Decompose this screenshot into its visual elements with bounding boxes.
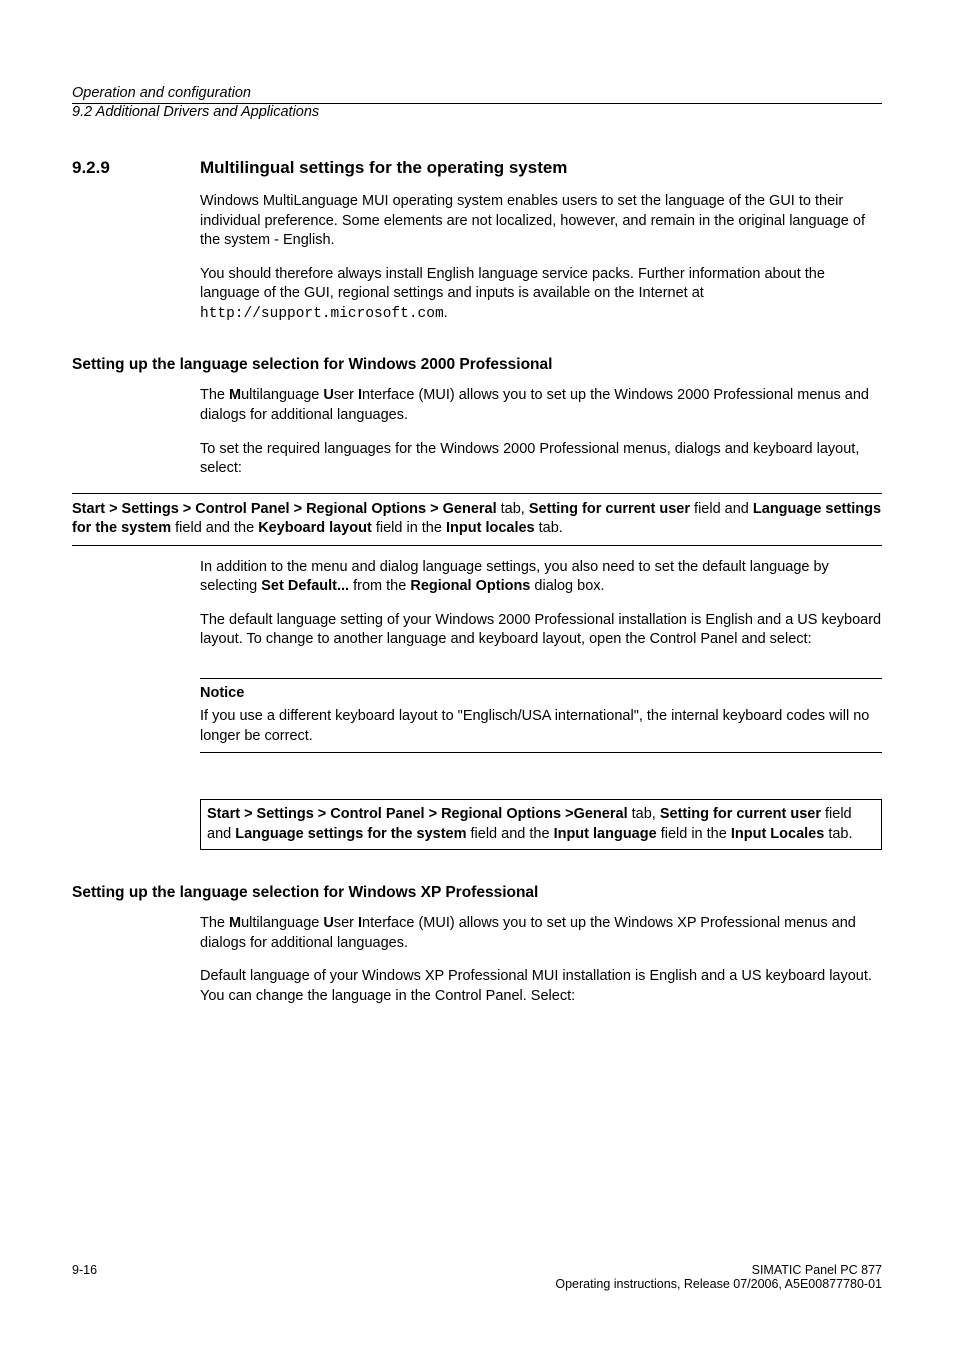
- footer-release: Operating instructions, Release 07/2006,…: [555, 1277, 882, 1291]
- winxp-block: The Multilanguage User Interface (MUI) a…: [200, 914, 882, 1006]
- intro-para-2-text-a: You should therefore always install Engl…: [200, 266, 825, 302]
- notice-title: Notice: [200, 685, 882, 701]
- section-heading: 9.2.9 Multilingual settings for the oper…: [72, 158, 882, 178]
- win2000-para-2: To set the required languages for the Wi…: [200, 440, 882, 479]
- notice-block: Notice If you use a different keyboard l…: [200, 678, 882, 753]
- header-rule-spacer: [72, 120, 882, 158]
- section-title: Multilingual settings for the operating …: [200, 158, 567, 178]
- win2000-block: The Multilanguage User Interface (MUI) a…: [200, 386, 882, 478]
- footer-product: SIMATIC Panel PC 877: [555, 1263, 882, 1277]
- win2000-para-1: The Multilanguage User Interface (MUI) a…: [200, 386, 882, 425]
- boxed-menu-path: Start > Settings > Control Panel > Regio…: [200, 799, 882, 850]
- menu-path-note: Start > Settings > Control Panel > Regio…: [72, 493, 882, 546]
- winxp-heading: Setting up the language selection for Wi…: [72, 884, 882, 902]
- section-path: 9.2 Additional Drivers and Applications: [72, 104, 882, 120]
- page-number: 9-16: [72, 1263, 97, 1291]
- win2000-para-4: The default language setting of your Win…: [200, 611, 882, 650]
- winxp-para-2: Default language of your Windows XP Prof…: [200, 967, 882, 1006]
- intro-para-2-text-b: .: [444, 305, 448, 321]
- winxp-para-1: The Multilanguage User Interface (MUI) a…: [200, 914, 882, 953]
- win2000-block-2: In addition to the menu and dialog langu…: [200, 558, 882, 650]
- win2000-para-3: In addition to the menu and dialog langu…: [200, 558, 882, 597]
- footer-docinfo: SIMATIC Panel PC 877 Operating instructi…: [555, 1263, 882, 1291]
- intro-para-1: Windows MultiLanguage MUI operating syst…: [200, 192, 882, 251]
- page-footer: 9-16 SIMATIC Panel PC 877 Operating inst…: [72, 1263, 882, 1291]
- chapter-title: Operation and configuration: [72, 85, 882, 101]
- win2000-heading: Setting up the language selection for Wi…: [72, 356, 882, 374]
- notice-body: If you use a different keyboard layout t…: [200, 707, 882, 746]
- support-url: http://support.microsoft.com: [200, 306, 444, 322]
- intro-para-2: You should therefore always install Engl…: [200, 265, 882, 325]
- intro-block: Windows MultiLanguage MUI operating syst…: [200, 192, 882, 324]
- section-number: 9.2.9: [72, 158, 200, 178]
